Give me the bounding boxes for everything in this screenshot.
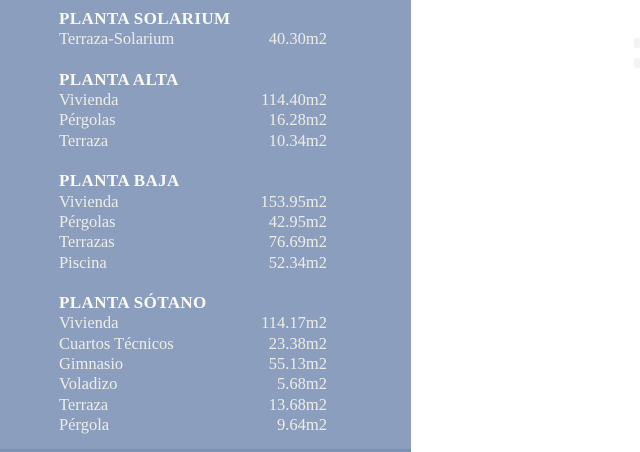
- floor-section: PLANTA SÓTANO Vivienda 114.17m2 Cuartos …: [59, 293, 411, 435]
- area-row: Gimnasio 55.13m2: [59, 354, 327, 374]
- area-row-value: 40.30m2: [268, 29, 327, 49]
- area-row-value: 13.68m2: [268, 394, 327, 414]
- floor-section-title: PLANTA SOLARIUM: [59, 9, 231, 28]
- area-row-label: Vivienda: [59, 313, 119, 333]
- area-row: Terraza-Solarium 40.30m2: [59, 29, 327, 49]
- area-row-value: 52.34m2: [268, 252, 327, 272]
- area-row-value: 114.40m2: [261, 90, 327, 110]
- area-row: Vivienda 114.40m2: [59, 90, 327, 110]
- area-row-label: Terraza: [59, 130, 109, 150]
- cropped-content-fragment: [634, 38, 640, 48]
- floor-section-title: PLANTA SÓTANO: [59, 293, 207, 313]
- area-row-value: 153.95m2: [260, 191, 327, 211]
- area-row: Vivienda 153.95m2: [59, 192, 327, 212]
- area-row-label: Terraza: [59, 394, 109, 414]
- area-row-label: Voladizo: [59, 374, 118, 394]
- area-row-label: Vivienda: [59, 191, 119, 211]
- cropped-content-fragment: [634, 58, 640, 68]
- floor-section: PLANTA SOLARIUM Terraza-Solarium 40.30m2: [59, 9, 411, 50]
- floor-section: PLANTA BAJA Vivienda 153.95m2 Pérgolas 4…: [59, 171, 411, 272]
- area-row: Terraza 10.34m2: [59, 131, 327, 151]
- area-row-label: Terrazas: [59, 232, 115, 252]
- floor-section-title: PLANTA BAJA: [59, 171, 180, 191]
- area-row-value: 10.34m2: [268, 130, 327, 150]
- area-row-value: 9.64m2: [277, 414, 327, 434]
- area-row: Pérgolas 16.28m2: [59, 110, 327, 130]
- area-row: Voladizo 5.68m2: [59, 374, 327, 394]
- floor-section-rows: Vivienda 114.17m2 Cuartos Técnicos 23.38…: [59, 313, 411, 435]
- floor-section: PLANTA ALTA Vivienda 114.40m2 Pérgolas 1…: [59, 70, 411, 151]
- area-row-label: Piscina: [59, 252, 107, 272]
- area-row-label: Gimnasio: [59, 354, 124, 374]
- area-row: Vivienda 114.17m2: [59, 313, 327, 333]
- floor-section-rows: Vivienda 114.40m2 Pérgolas 16.28m2 Terra…: [59, 90, 411, 151]
- area-row-label: Cuartos Técnicos: [59, 333, 174, 353]
- area-row-value: 16.28m2: [268, 110, 327, 130]
- area-row-value: 76.69m2: [268, 232, 327, 252]
- area-row-value: 114.17m2: [261, 313, 327, 333]
- area-row-label: Terraza-Solarium: [59, 29, 175, 49]
- area-row-value: 55.13m2: [268, 354, 327, 374]
- floor-section-rows: Terraza-Solarium 40.30m2: [59, 29, 411, 49]
- area-row: Pérgola 9.64m2: [59, 415, 327, 435]
- area-summary-panel: PLANTA SOLARIUM Terraza-Solarium 40.30m2…: [0, 0, 411, 452]
- area-row: Pérgolas 42.95m2: [59, 212, 327, 232]
- area-row-label: Vivienda: [59, 90, 119, 110]
- floor-section-title: PLANTA ALTA: [59, 69, 179, 89]
- area-row-label: Pérgolas: [59, 211, 116, 231]
- area-row: Piscina 52.34m2: [59, 253, 327, 273]
- area-row-label: Pérgola: [59, 414, 110, 434]
- area-row: Terrazas 76.69m2: [59, 232, 327, 252]
- area-row-value: 42.95m2: [268, 211, 327, 231]
- floor-section-rows: Vivienda 153.95m2 Pérgolas 42.95m2 Terra…: [59, 192, 411, 273]
- area-table: PLANTA SOLARIUM Terraza-Solarium 40.30m2…: [59, 9, 411, 435]
- area-row-label: Pérgolas: [59, 110, 116, 130]
- area-row: Cuartos Técnicos 23.38m2: [59, 334, 327, 354]
- area-row: Terraza 13.68m2: [59, 395, 327, 415]
- area-row-value: 5.68m2: [277, 374, 327, 394]
- area-row-value: 23.38m2: [268, 333, 327, 353]
